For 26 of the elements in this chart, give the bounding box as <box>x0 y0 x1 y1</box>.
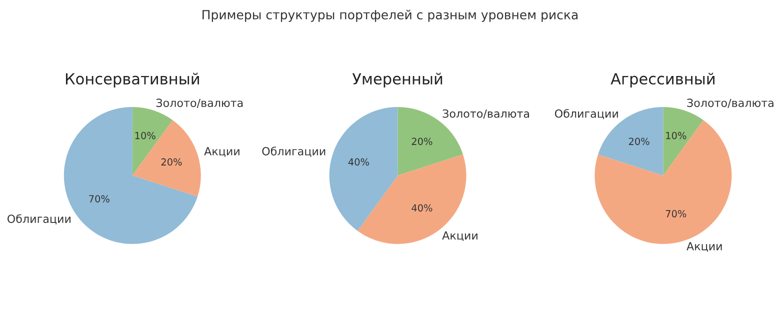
data-label: 20% <box>161 158 182 166</box>
data-label: 70% <box>89 195 110 202</box>
slice-label: Акции <box>442 231 478 242</box>
slice-label: Золото/валюта <box>156 98 243 108</box>
data-label: 20% <box>628 138 650 146</box>
slice-label: Акции <box>204 147 240 157</box>
data-label: 10% <box>666 132 686 140</box>
chart-title: Консервативный <box>66 72 199 88</box>
pie-slice <box>132 120 201 197</box>
slice-label: Облигации <box>262 146 326 157</box>
data-label: 70% <box>666 210 686 218</box>
chart-title: Агрессивный <box>610 72 714 88</box>
data-label: 40% <box>348 158 369 166</box>
slice-label: Золото/валюта <box>442 109 529 119</box>
pie-slice <box>594 120 732 244</box>
data-label: 20% <box>412 138 432 146</box>
chart-title: Умеренный <box>352 72 442 88</box>
slice-label: Облигации <box>554 108 618 120</box>
slice-label: Акции <box>686 242 722 252</box>
data-label: 40% <box>412 204 432 212</box>
slice-label: Облигации <box>8 214 70 224</box>
data-label: 10% <box>135 132 156 140</box>
text: Примеры структуры портфелей с разным уровнем риска <box>202 10 578 22</box>
slice-label: Золото/валюта <box>687 98 774 108</box>
pie-slice <box>329 107 398 231</box>
pie-slice <box>663 107 704 176</box>
